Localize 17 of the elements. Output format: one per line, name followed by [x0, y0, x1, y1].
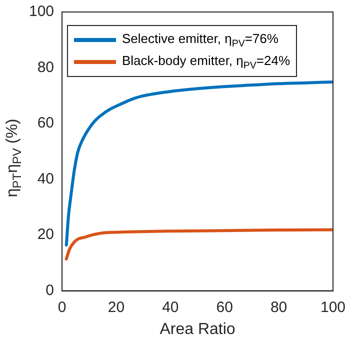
y-tick-label: 40	[37, 170, 54, 188]
x-tick-label: 0	[58, 298, 66, 316]
x-tick-label: 20	[108, 298, 125, 316]
line-series	[64, 80, 333, 247]
y-tick-label: 60	[37, 114, 54, 132]
y-tick-label: 20	[37, 226, 54, 244]
y-tick-label: 100	[28, 3, 54, 20]
x-tick-label: 80	[270, 298, 288, 316]
y-tick-label: 80	[37, 58, 54, 76]
x-tick-label: 100	[320, 298, 346, 316]
legend-label: Black-body emitter, η$_{PV}$=24%	[122, 52, 290, 72]
x-tick-label: 40	[162, 298, 179, 316]
y-tick-label: 0	[46, 282, 54, 299]
legend-label: Selective emitter, η$_{PV}$=76%	[122, 30, 278, 50]
line-series	[64, 228, 333, 261]
x-tick-label: 60	[216, 298, 233, 316]
x-axis-title: Area Ratio	[160, 320, 236, 338]
